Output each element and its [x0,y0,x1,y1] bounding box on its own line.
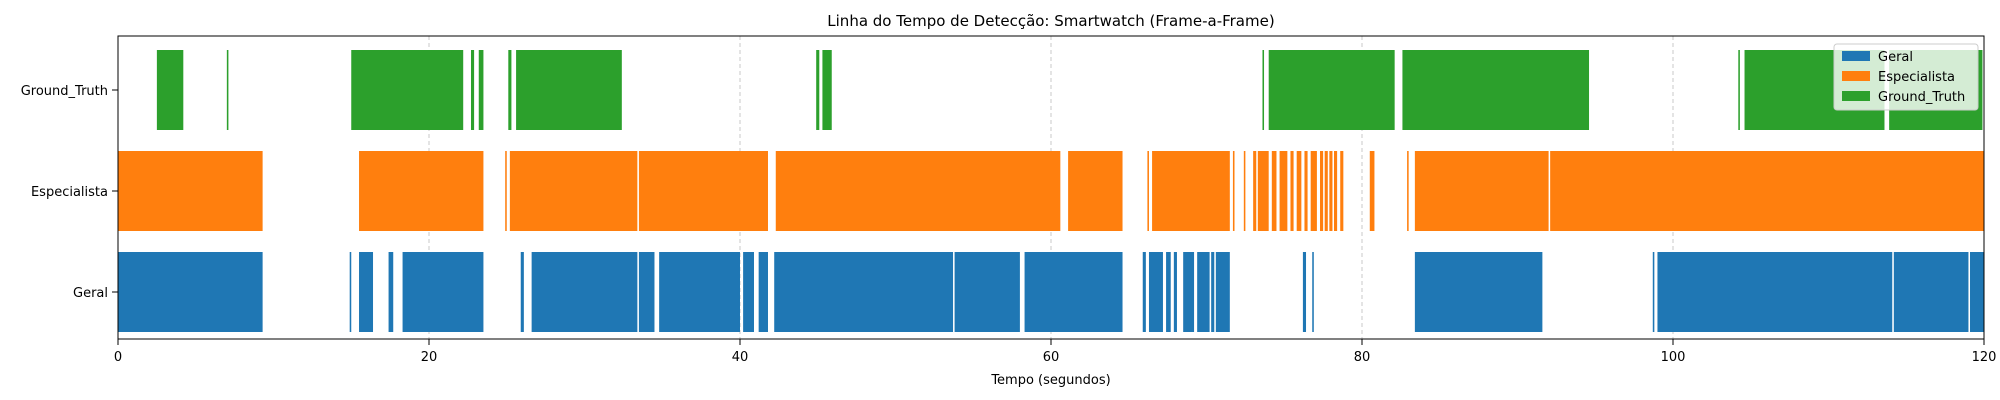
bar-geral-19 [1197,252,1210,332]
bar-geral-6 [531,252,638,332]
bar-geral-22 [1302,252,1307,332]
bar-ground-truth-4 [478,50,484,130]
bar-geral-28 [1970,252,1984,332]
bar-ground-truth-6 [516,50,622,130]
chart-title: Linha do Tempo de Detecção: Smartwatch (… [827,12,1274,30]
bar-geral-24 [1414,252,1543,332]
x-tick-label-6: 120 [1972,350,1997,365]
y-tick-label-0: Geral [73,286,108,301]
legend: Geral Especialista Ground_Truth [1833,43,1979,111]
bar-especialista-2 [505,151,507,231]
bar-geral-5 [520,252,524,332]
bar-especialista-16 [1296,151,1302,231]
bar-geral-3 [388,252,394,332]
bar-geral-0 [118,252,263,332]
bar-geral-17 [1173,252,1177,332]
bar-especialista-9 [1232,151,1235,231]
bar-especialista-21 [1329,151,1333,231]
bar-especialista-17 [1304,151,1308,231]
bar-especialista-19 [1320,151,1324,231]
bar-especialista-15 [1290,151,1294,231]
bar-geral-23 [1312,252,1314,332]
x-tick-label-0: 0 [114,350,122,365]
bar-geral-20 [1211,252,1215,332]
bar-especialista-11 [1253,151,1257,231]
bar-especialista-24 [1369,151,1375,231]
bar-ground-truth-9 [1262,50,1265,130]
bar-ground-truth-12 [1738,50,1740,130]
bar-ground-truth-8 [822,50,832,130]
bar-geral-16 [1166,252,1171,332]
bar-especialista-8 [1152,151,1230,231]
bar-geral-26 [1657,252,1893,332]
x-axis-ticks: 0 20 40 60 80 100 120 [114,339,1997,365]
bar-especialista-18 [1310,151,1317,231]
y-tick-label-2: Ground_Truth [21,84,108,99]
bar-ground-truth-5 [508,50,512,130]
bar-especialista-10 [1243,151,1246,231]
bar-geral-4 [402,252,484,332]
y-tick-label-1: Especialista [31,185,108,200]
bar-geral-12 [954,252,1020,332]
bar-geral-7 [638,252,655,332]
bar-ground-truth-1 [226,50,229,130]
bar-especialista-0 [118,151,263,231]
bar-especialista-25 [1407,151,1409,231]
bar-geral-2 [359,252,374,332]
bar-especialista-22 [1334,151,1338,231]
legend-swatch-ground-truth [1842,91,1870,101]
x-tick-label-1: 20 [421,350,438,365]
bar-geral-21 [1215,252,1230,332]
bar-especialista-4 [638,151,768,231]
bar-especialista-23 [1340,151,1344,231]
bar-especialista-3 [509,151,638,231]
legend-label-geral: Geral [1878,50,1913,65]
legend-label-especialista: Especialista [1878,70,1955,85]
bar-geral-18 [1183,252,1195,332]
bar-especialista-26 [1414,151,1549,231]
y-axis-ticks: Geral Especialista Ground_Truth [21,84,118,301]
bar-geral-10 [758,252,768,332]
bar-especialista-27 [1550,151,1984,231]
bar-geral-1 [349,252,352,332]
bar-geral-25 [1652,252,1655,332]
legend-swatch-especialista [1842,71,1870,81]
x-tick-label-4: 80 [1354,350,1371,365]
legend-swatch-geral [1842,51,1870,61]
bar-especialista-13 [1271,151,1277,231]
bar-especialista-6 [1068,151,1123,231]
bar-ground-truth-2 [351,50,464,130]
bar-geral-13 [1024,252,1123,332]
bar-geral-14 [1142,252,1146,332]
bar-ground-truth-7 [816,50,820,130]
bar-geral-9 [743,252,754,332]
x-axis-label: Tempo (segundos) [990,373,1110,388]
x-tick-label-2: 40 [732,350,749,365]
bar-geral-8 [659,252,740,332]
bar-ground-truth-10 [1268,50,1395,130]
bar-especialista-1 [359,151,484,231]
bar-geral-27 [1893,252,1969,332]
bar-especialista-12 [1257,151,1269,231]
bar-especialista-14 [1279,151,1288,231]
x-tick-label-5: 100 [1661,350,1686,365]
bar-geral-15 [1148,252,1163,332]
bar-geral-11 [774,252,954,332]
bar-especialista-5 [775,151,1061,231]
bar-ground-truth-11 [1402,50,1590,130]
bar-ground-truth-0 [156,50,184,130]
bar-especialista-7 [1147,151,1149,231]
x-tick-label-3: 60 [1043,350,1060,365]
legend-label-ground-truth: Ground_Truth [1878,90,1965,105]
bar-ground-truth-3 [470,50,475,130]
bar-especialista-20 [1324,151,1328,231]
